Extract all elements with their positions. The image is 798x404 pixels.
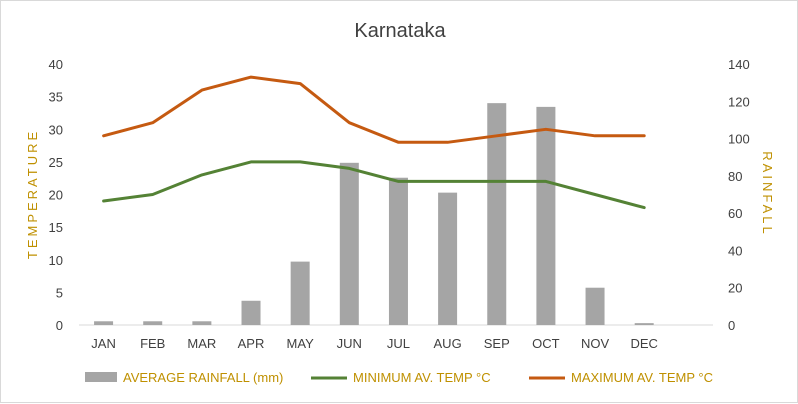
legend-swatch-rainfall [85,372,117,382]
right-axis-label: RAINFALL [760,151,775,236]
rainfall-bar [487,103,507,326]
x-tick-label: OCT [532,336,560,351]
rainfall-bar [438,192,458,325]
right-tick-label: 140 [728,57,750,72]
rainfall-bar [339,162,359,325]
left-tick-label: 40 [49,57,63,72]
left-axis-label: TEMPERATURE [25,129,40,259]
rainfall-bar [634,323,654,325]
x-tick-label: APR [238,336,265,351]
x-tick-label: FEB [140,336,165,351]
left-tick-label: 25 [49,155,63,170]
right-axis-ticks: 0 20 40 60 80 100 120 140 [728,57,750,333]
right-tick-label: 60 [728,206,742,221]
temperature-lines [102,75,646,210]
left-tick-label: 10 [49,253,63,268]
right-tick-label: 40 [728,243,742,258]
left-tick-label: 30 [49,122,63,137]
right-tick-label: 0 [728,318,735,333]
rainfall-bar [143,321,163,325]
x-tick-label: MAR [187,336,216,351]
legend: AVERAGE RAINFALL (mm) MINIMUM AV. TEMP °… [85,370,713,385]
rainfall-bar [388,177,408,325]
left-tick-label: 5 [56,285,63,300]
chart-title: Karnataka [354,20,446,42]
x-tick-label: SEP [484,336,510,351]
x-tick-label: AUG [434,336,462,351]
right-tick-label: 20 [728,281,742,296]
right-tick-label: 120 [728,94,750,109]
rainfall-bar [241,300,261,325]
x-tick-label: JAN [91,336,116,351]
min-temp-line [102,160,646,210]
left-axis-ticks: 0 5 10 15 20 25 30 35 40 [49,57,63,333]
legend-label-rainfall: AVERAGE RAINFALL (mm) [123,370,283,385]
x-tick-label: JUN [337,336,362,351]
right-tick-label: 100 [728,132,750,147]
rainfall-bar [585,287,605,325]
rainfall-bar [536,106,556,325]
left-tick-label: 15 [49,220,63,235]
x-axis-ticks: JAN FEB MAR APR MAY JUN JUL AUG SEP OCT NOV DEC [91,336,658,351]
left-tick-label: 20 [49,188,63,203]
x-tick-label: NOV [581,336,610,351]
x-tick-label: JUL [387,336,410,351]
left-tick-label: 0 [56,318,63,333]
legend-label-min-temp: MINIMUM AV. TEMP °C [353,370,491,385]
rainfall-bar [290,261,310,325]
left-tick-label: 35 [49,90,63,105]
right-tick-label: 80 [728,169,742,184]
legend-label-max-temp: MAXIMUM AV. TEMP °C [571,370,713,385]
max-temp-line [102,75,646,144]
x-tick-label: DEC [630,336,657,351]
x-tick-label: MAY [287,336,315,351]
rainfall-bar [192,321,212,325]
rainfall-bars [94,103,654,326]
rainfall-bar [94,321,114,325]
